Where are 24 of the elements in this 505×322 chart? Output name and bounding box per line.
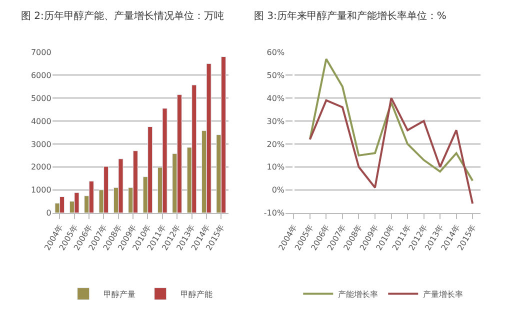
line-series xyxy=(308,58,474,182)
y-tick-label: 20% xyxy=(266,140,285,149)
legend-label: 产能增长率 xyxy=(338,290,378,299)
line-series xyxy=(308,97,474,205)
y-tick-label: 7000 xyxy=(30,48,52,57)
y-tick-label: 0% xyxy=(272,186,285,195)
y-tick-label: 0 xyxy=(46,208,52,218)
y-tick-label: 6000 xyxy=(30,70,52,80)
y-tick-label: 3000 xyxy=(30,140,52,149)
y-tick-label: 40% xyxy=(266,94,285,103)
y-tick-label: 10% xyxy=(266,162,285,172)
chart-title: 图 3:历年来甲醇产量和产能增长率单位：% xyxy=(254,10,446,22)
legend-label: 产量增长率 xyxy=(423,290,464,299)
y-tick-label: 5000 xyxy=(30,94,52,103)
y-tick-label: -10% xyxy=(264,208,285,218)
y-tick-label: 60% xyxy=(266,48,285,57)
chart-title: 图 2:历年甲醇产能、产量增长情况单位：万吨 xyxy=(21,10,224,22)
y-tick-label: 4000 xyxy=(30,116,52,126)
legend-label: 甲醇产量 xyxy=(103,290,136,299)
y-tick-label: 50% xyxy=(266,70,285,80)
y-tick-label: 30% xyxy=(266,116,285,126)
y-tick-label: 1000 xyxy=(30,186,52,195)
y-tick-label: 2000 xyxy=(30,162,52,172)
legend-label: 甲醇产能 xyxy=(180,290,212,299)
